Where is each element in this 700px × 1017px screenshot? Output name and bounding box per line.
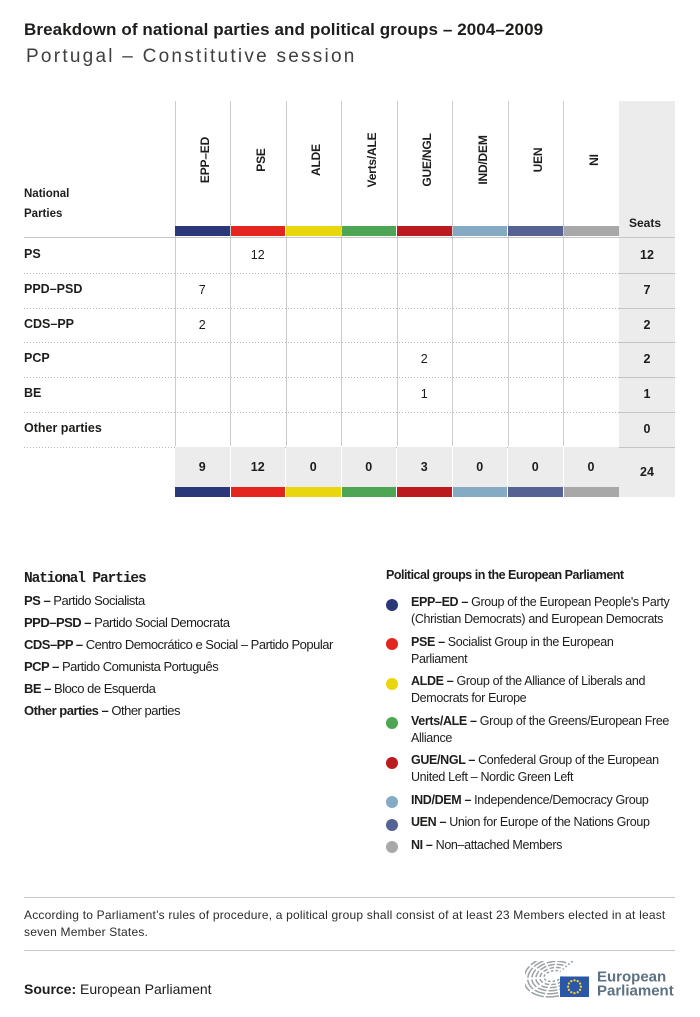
- svg-text:European: European: [597, 969, 666, 986]
- svg-text:Parliament: Parliament: [597, 982, 674, 999]
